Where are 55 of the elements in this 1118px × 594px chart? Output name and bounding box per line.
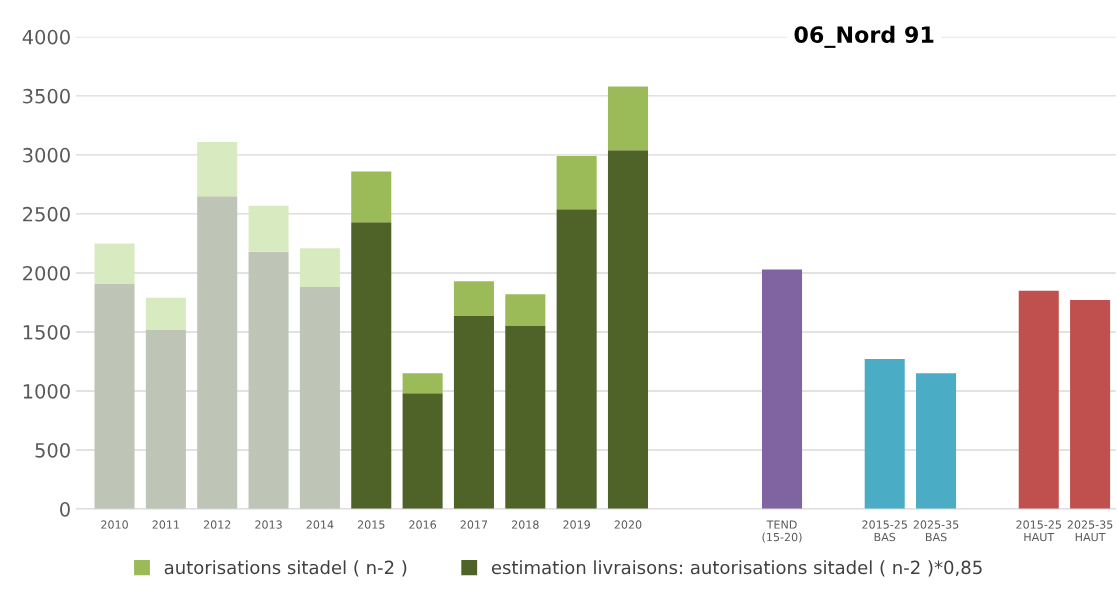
bar [94, 243, 135, 284]
x-tick-label: 2020 [614, 520, 642, 529]
bar [94, 283, 135, 510]
y-tick-label: 500 [35, 442, 70, 458]
y-tick-label: 4000 [22, 29, 70, 45]
bar [505, 326, 546, 510]
y-tick-label: 0 [60, 502, 70, 517]
bar [916, 373, 957, 510]
bar [351, 171, 392, 223]
x-tick-label: 2016 [409, 520, 437, 529]
y-tick-label: 2500 [23, 206, 70, 222]
legend-label: autorisations sitadel ( n-2 ) [164, 560, 407, 577]
x-tick-label: TEND (15-20) [762, 520, 802, 543]
bar [299, 248, 340, 288]
y-tick-label: 1000 [23, 383, 70, 399]
x-tick-label: 2015 [357, 520, 385, 529]
y-tick-label: 1500 [23, 324, 70, 340]
bar [248, 251, 289, 510]
x-tick-label: 2015-25 HAUT [1016, 520, 1061, 542]
x-tick-label: 2018 [511, 520, 539, 529]
y-tick-label: 3000 [23, 147, 70, 163]
y-tick-label: 2000 [23, 265, 70, 281]
bar [197, 196, 238, 510]
x-tick-label: 2012 [203, 520, 231, 529]
x-tick-label: 2015-25 BAS [862, 520, 907, 542]
x-tick-label: 2025-35 HAUT [1067, 520, 1113, 542]
x-tick-label: 2014 [306, 520, 334, 529]
bar [607, 86, 649, 151]
x-tick-label: 2025-35 BAS [913, 520, 959, 542]
bar [607, 150, 649, 510]
x-tick-label: 2017 [460, 520, 488, 529]
bar [351, 222, 392, 510]
legend-label: estimation livraisons: autorisations sitadel ( n-2 )*0,85 [491, 560, 982, 577]
bar [762, 269, 803, 510]
bar [402, 373, 443, 394]
x-tick-label: 2011 [152, 520, 179, 529]
bar [1018, 290, 1059, 510]
bar [505, 294, 546, 327]
bar [453, 281, 494, 316]
bar [556, 156, 597, 210]
bar [402, 393, 443, 510]
bar [1070, 300, 1111, 510]
bar [556, 209, 597, 510]
y-tick-label: 3500 [23, 88, 70, 104]
bar [299, 287, 340, 510]
chart-title: 06_Nord 91 [794, 25, 934, 48]
bar [248, 205, 289, 252]
bar [864, 359, 905, 510]
x-tick-label: 2019 [563, 520, 590, 529]
x-tick-label: 2010 [101, 520, 128, 529]
bar [145, 297, 186, 330]
bar [197, 141, 238, 197]
bar [453, 315, 494, 510]
bar [145, 329, 186, 510]
x-tick-label: 2013 [255, 520, 282, 529]
